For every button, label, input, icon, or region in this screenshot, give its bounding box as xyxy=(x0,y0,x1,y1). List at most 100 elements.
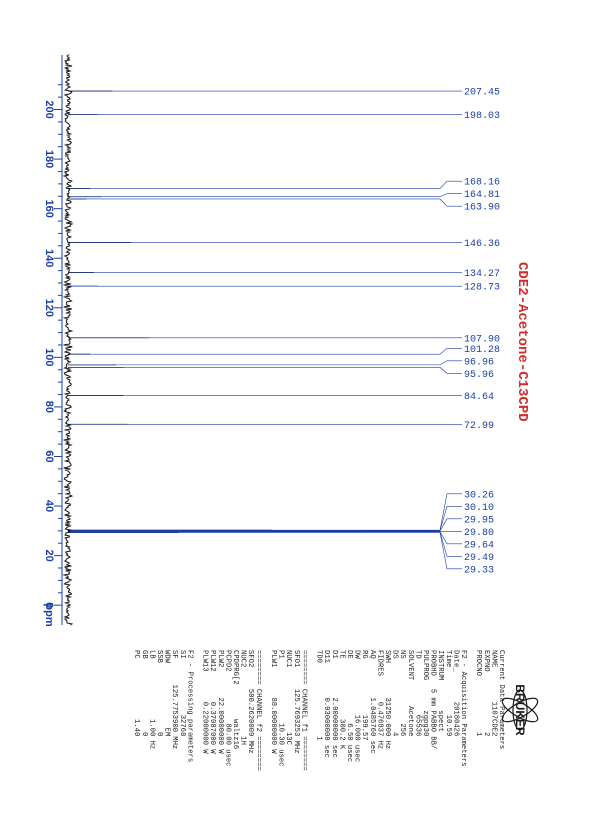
peak-label: 29.64 xyxy=(464,540,494,551)
parameter-line: SOLVENT Acetone xyxy=(406,650,414,736)
parameter-line: PLW2 22.00000000 W xyxy=(216,650,224,754)
parameter-line: D1 2.00000000 sec xyxy=(330,650,338,758)
peak-leader-line xyxy=(70,518,462,532)
peak-label: 198.03 xyxy=(464,111,500,122)
ppm-tick-label: 140 xyxy=(43,249,55,267)
ppm-tick-label: 120 xyxy=(43,299,55,317)
parameter-line: INSTRUM spect xyxy=(436,650,444,732)
parameter-line: PROCNO 1 xyxy=(474,650,482,736)
peak-label: 30.26 xyxy=(464,490,494,501)
peak-leader-line xyxy=(70,493,462,531)
parameter-line: RG 199.57 xyxy=(360,650,368,741)
parameter-line: SWH 31250.000 Hz xyxy=(383,650,391,749)
peak-label: 29.33 xyxy=(464,565,494,576)
parameter-line: SFO2 500.2620009 MHz xyxy=(246,650,254,754)
bruker-logo: BRUKER xyxy=(501,684,539,736)
peak-label: 29.80 xyxy=(464,528,494,539)
bruker-wordmark: BRUKER xyxy=(513,684,527,736)
spectrum-title: CDE2-Acetone-C13CPD xyxy=(514,262,530,422)
parameter-line: SSB 0 xyxy=(155,650,163,736)
parameter-line: D11 0.03000000 sec xyxy=(322,650,330,758)
parameter-line: SI 32768 xyxy=(178,650,186,736)
ppm-tick-label: 0 xyxy=(43,602,55,608)
peak-label: 72.99 xyxy=(464,421,494,432)
parameter-line: ======== CHANNEL f1 ======== xyxy=(299,650,307,771)
spectrum-peaks xyxy=(68,90,438,533)
parameter-line: TE 300.2 K xyxy=(337,650,345,750)
parameter-line: Date_ 20180426 xyxy=(451,650,459,736)
parameter-line: PC 1.40 xyxy=(132,650,140,736)
ppm-tick-label: 40 xyxy=(43,500,55,512)
peak-label: 29.49 xyxy=(464,553,494,564)
peak-leader-line xyxy=(70,360,462,366)
parameter-line: FIDRES 0.476837 Hz xyxy=(375,650,383,749)
parameter-line: CPDPRG[2 waltz16 xyxy=(231,650,239,749)
parameter-line: NUC1 13C xyxy=(284,650,292,746)
ppm-tick-label: 180 xyxy=(43,150,55,168)
ppm-tick-label: 60 xyxy=(43,450,55,462)
peak-leader-line xyxy=(70,506,462,531)
logo-orbit-2 xyxy=(501,697,539,723)
parameter-line: AQ 1.0485760 sec xyxy=(368,650,376,754)
parameter-line: PROBHD 5 mm PABBO BB/ xyxy=(429,650,437,749)
ppm-tick-label: 100 xyxy=(43,348,55,366)
parameter-line: DE 6.50 usec xyxy=(345,650,353,762)
peak-label: 84.64 xyxy=(464,392,494,403)
peak-label: 164.81 xyxy=(464,190,500,201)
logo-orbit-1 xyxy=(512,689,528,731)
peak-leader-line xyxy=(70,193,462,198)
parameter-line: Time 10.59 xyxy=(444,650,452,736)
peak-leader-line xyxy=(70,367,462,374)
parameter-line: LB 1.00 Hz xyxy=(147,650,155,749)
parameter-line: Current Data Parameters xyxy=(497,650,505,749)
ppm-tick-label: 80 xyxy=(43,401,55,413)
parameter-line: ======== CHANNEL f2 ======== xyxy=(254,650,262,771)
parameter-line: SF 125.7753900 MHz xyxy=(170,650,178,749)
parameter-line: F2 - Processing parameters xyxy=(185,650,193,762)
ppm-tick-label: 160 xyxy=(43,199,55,217)
parameter-line: DW 16.000 usec xyxy=(353,650,361,762)
ppm-axis-label: ppm xyxy=(43,603,55,626)
parameter-line: F2 - Acquisition Parameters xyxy=(459,650,467,766)
peak-leader-line xyxy=(70,532,462,570)
peak-leader-line xyxy=(70,531,462,545)
peak-label: 168.16 xyxy=(464,178,500,189)
logo-orbit-3 xyxy=(501,697,539,723)
parameter-line: NS 256 xyxy=(398,650,406,736)
peak-leader-line xyxy=(70,531,462,557)
parameter-line: TD0 1 xyxy=(315,650,323,741)
peak-leader-line xyxy=(70,347,462,355)
parameter-line: PLW13 0.22000000 W xyxy=(201,650,209,754)
parameter-line: PULPROG zgpg30 xyxy=(421,650,429,736)
peak-leader-line xyxy=(70,198,462,207)
parameter-line: PLW12 0.37087000 W xyxy=(208,650,216,754)
peak-label: 128.73 xyxy=(464,283,500,294)
noise-trace xyxy=(62,54,74,626)
baseline-noise xyxy=(62,54,74,626)
parameter-line: SFO1 125.7693253 MHz xyxy=(292,650,300,754)
peak-label: 29.95 xyxy=(464,515,494,526)
ppm-tick-label: 20 xyxy=(43,549,55,561)
peak-label: 95.96 xyxy=(464,370,494,381)
parameter-line: NAME 1107CDE2 xyxy=(489,650,497,736)
peak-label: 30.10 xyxy=(464,503,494,514)
peak-label: 107.90 xyxy=(464,334,500,345)
parameter-line: PCPD2 80.00 usec xyxy=(223,650,231,766)
peak-label: 207.45 xyxy=(464,88,500,99)
parameter-line: EXPNO 2 xyxy=(482,650,490,736)
parameter-line: NUC2 1H xyxy=(239,650,247,745)
parameter-line: P1 10.30 usec xyxy=(277,650,285,766)
peak-label: 134.27 xyxy=(464,269,500,280)
parameter-line: PLW1 88.00000000 W xyxy=(269,650,277,754)
parameter-line: DS 4 xyxy=(391,650,399,736)
peak-label: 101.28 xyxy=(464,345,500,356)
parameter-line: WDW EM xyxy=(163,650,171,736)
parameter-line: TD 65536 xyxy=(413,650,421,736)
peak-label: 146.36 xyxy=(464,239,500,250)
parameter-line: GB 0 xyxy=(140,650,148,736)
